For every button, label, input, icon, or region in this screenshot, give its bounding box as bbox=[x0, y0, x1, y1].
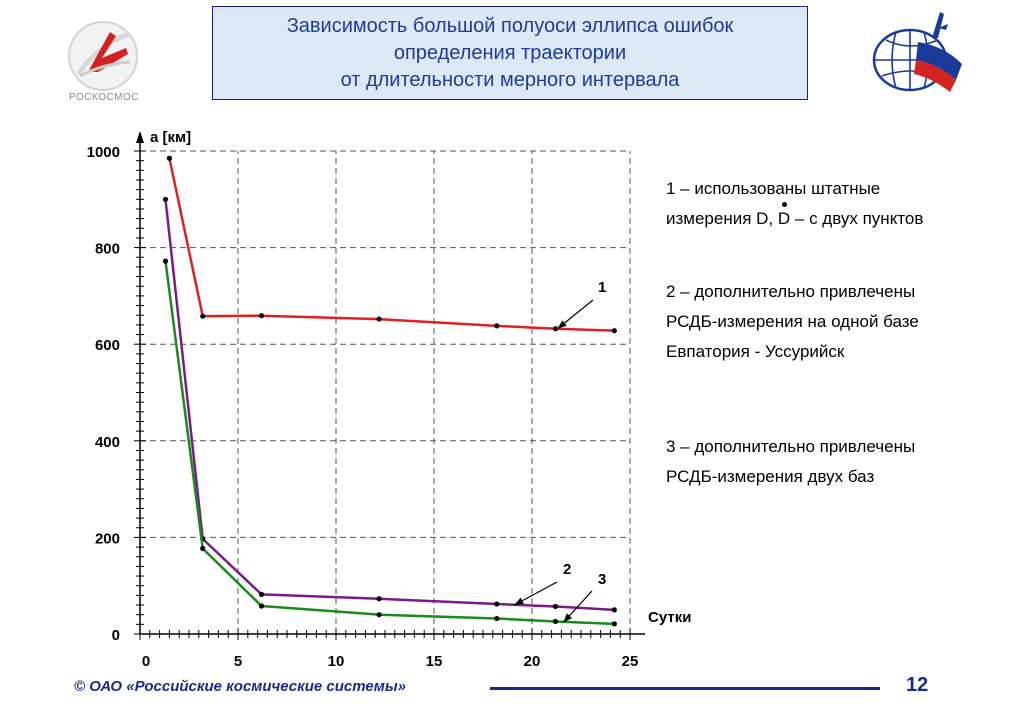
y-tick-label-3: 600 bbox=[95, 337, 120, 354]
series-1-point-0 bbox=[166, 155, 172, 161]
callout-label-1: 1 bbox=[598, 279, 606, 296]
series-1-point-6 bbox=[611, 328, 617, 334]
series-3-point-1 bbox=[200, 545, 206, 552]
legend-item-2-line-2: РСДБ-измерения на одной базе bbox=[666, 312, 919, 331]
series-3-point-5 bbox=[552, 618, 559, 625]
series-line-2 bbox=[164, 199, 615, 612]
series-3-point-0 bbox=[162, 258, 169, 264]
legend-item-1-line-2: измерения D, D – с двух пунктов bbox=[666, 202, 924, 234]
legend-item-1-line-1: 1 – использованы штатные bbox=[666, 179, 881, 198]
logo-caption: РОСКОСМОС bbox=[69, 92, 139, 103]
series-line-1 bbox=[168, 157, 615, 332]
callout-label-3: 3 bbox=[598, 571, 606, 588]
legend-item-1-text-b: – с двух пунктов bbox=[790, 209, 924, 228]
footer-divider bbox=[490, 687, 880, 690]
y-tick-label-4: 800 bbox=[95, 241, 120, 258]
y-tick-label-2: 400 bbox=[95, 434, 120, 451]
y-axis-label: a [км] bbox=[150, 129, 191, 146]
series-3-point-6 bbox=[611, 621, 617, 627]
series-2-point-2 bbox=[258, 591, 265, 597]
title-line-1: Зависимость большой полуоси эллипса ошиб… bbox=[286, 15, 734, 37]
legend-item-1: 1 – использованы штатные измерения D, D … bbox=[666, 174, 923, 234]
series-2-point-5 bbox=[552, 603, 559, 610]
x-tick-label-4: 20 bbox=[524, 653, 541, 670]
y-axis-arrow-icon bbox=[136, 131, 144, 143]
series-1-point-1 bbox=[200, 313, 206, 319]
series-3-point-3 bbox=[376, 612, 382, 618]
legend-item-3-line-1: 3 – дополнительно привлечены bbox=[666, 437, 916, 456]
page-number: 12 bbox=[906, 674, 929, 696]
roscosmos-logo-icon bbox=[68, 21, 138, 91]
callout-arrow-head-icon-3 bbox=[563, 613, 573, 623]
legend-item-2-line-1: 2 – дополнительно привлечены bbox=[666, 282, 916, 301]
callout-arrow-head-icon-2 bbox=[514, 597, 524, 606]
footer-copyright: © ОАО «Российские космические системы» bbox=[74, 678, 407, 695]
title-box: Зависимость большой полуоси эллипса ошиб… bbox=[212, 6, 808, 100]
x-tick-label-2: 10 bbox=[328, 653, 345, 670]
series-3-point-4 bbox=[494, 615, 500, 622]
y-tick-label-0: 0 bbox=[112, 627, 120, 644]
legend-item-2: 2 – дополнительно привлечены РСДБ-измере… bbox=[666, 277, 919, 367]
x-tick-label-5: 25 bbox=[622, 653, 639, 670]
y-tick-label-1: 200 bbox=[95, 530, 120, 547]
legend-item-3-line-2: РСДБ-измерения двух баз bbox=[666, 467, 875, 486]
series-1-point-4 bbox=[494, 323, 500, 329]
legend-item-1-text-a: измерения D, bbox=[666, 209, 778, 228]
x-axis-label: Сутки bbox=[648, 609, 691, 626]
x-tick-label-0: 0 bbox=[142, 653, 150, 670]
series-3-point-2 bbox=[258, 603, 265, 609]
series-2-point-4 bbox=[494, 601, 500, 607]
legend-item-2-line-3: Евпатория - Уссурийск bbox=[666, 342, 845, 361]
series-2-point-6 bbox=[611, 607, 617, 613]
series-1-point-3 bbox=[376, 316, 382, 322]
callout-arrow-head-icon-1 bbox=[557, 320, 567, 329]
y-tick-label-5: 1000 bbox=[87, 144, 120, 161]
series-2-point-0 bbox=[162, 196, 169, 202]
series-1-point-5 bbox=[552, 326, 559, 332]
x-tick-label-1: 5 bbox=[234, 653, 242, 670]
title-line-2: определения траектории bbox=[393, 42, 627, 64]
title-line-3: от длительности мерного интервала bbox=[340, 69, 680, 91]
x-tick-label-3: 15 bbox=[426, 653, 443, 670]
callout-label-2: 2 bbox=[563, 561, 571, 578]
legend-item-3: 3 – дополнительно привлечены РСДБ-измере… bbox=[666, 432, 915, 492]
d-dot-symbol: D bbox=[778, 202, 790, 234]
rks-globe-logo-icon bbox=[872, 12, 962, 92]
series-1-point-2 bbox=[258, 313, 265, 319]
series-2-point-3 bbox=[376, 596, 382, 602]
